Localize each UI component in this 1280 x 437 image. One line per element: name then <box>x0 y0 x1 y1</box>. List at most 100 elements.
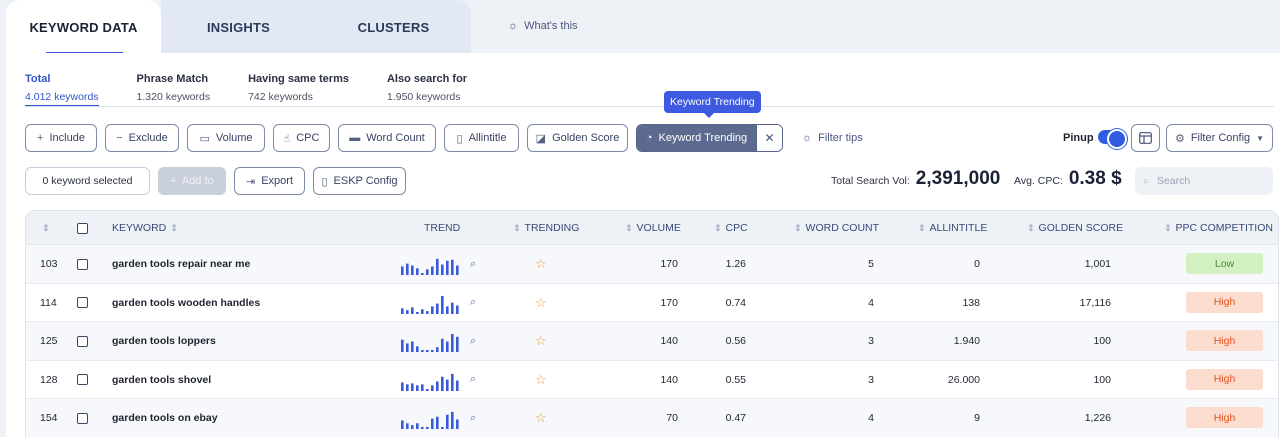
trend-bar <box>411 306 414 314</box>
row-cpc: 1.26 <box>725 258 746 270</box>
table-row[interactable]: 114 garden tools wooden handles ⌕ ☆ 170 0.74 4… <box>26 284 1278 322</box>
close-icon[interactable]: ✕ <box>756 125 782 151</box>
trend-bar <box>401 339 404 352</box>
trend-bar <box>406 423 409 429</box>
sort-icon: ⇕ <box>1164 222 1172 233</box>
row-golden-score: 100 <box>1093 335 1111 347</box>
trend-bar <box>441 338 444 352</box>
column-golden-score-label: GOLDEN SCORE <box>1038 222 1124 234</box>
magnify-icon[interactable]: ⌕ <box>470 296 477 308</box>
table-row[interactable]: 125 garden tools loppers ⌕ ☆ 140 0.56 3 1.940 10… <box>26 322 1278 361</box>
include-button[interactable]: + Include <box>25 124 97 152</box>
search-input[interactable]: ⌕ Search <box>1135 167 1273 195</box>
plus-icon: + <box>37 132 44 144</box>
sort-icon[interactable]: ⇕ <box>42 222 50 233</box>
star-icon[interactable]: ☆ <box>535 294 547 310</box>
tab-insights[interactable]: INSIGHTS <box>161 0 316 54</box>
row-checkbox[interactable] <box>77 245 88 283</box>
column-golden-score[interactable]: ⇕ GOLDEN SCORE <box>1027 211 1123 245</box>
row-checkbox[interactable] <box>77 322 88 360</box>
allintitle-button[interactable]: ▯ Allintitle <box>444 124 519 152</box>
pinup-toggle[interactable] <box>1098 129 1127 149</box>
subtab-phrase-match[interactable]: Phrase Match 1.320 keywords <box>137 73 211 107</box>
trend-bar <box>441 376 444 391</box>
subtab-title: Total <box>25 73 51 85</box>
row-keyword[interactable]: garden tools repair near me <box>112 258 251 270</box>
table-header: ⇕ KEYWORD ⇕ TREND ⇕ TRENDING ⇕ VOLUME ⇕ … <box>26 211 1278 245</box>
trend-bar <box>441 427 444 429</box>
trend-bar <box>451 333 454 352</box>
trend-bar <box>411 341 414 352</box>
hand-icon: ☝ <box>283 132 291 145</box>
subtab-count: 742 keywords <box>248 91 313 103</box>
star-icon[interactable]: ☆ <box>535 256 547 271</box>
row-checkbox[interactable] <box>77 361 88 399</box>
cpc-button[interactable]: ☝ CPC <box>273 124 330 152</box>
subtab-title: Phrase Match <box>136 73 209 85</box>
filter-config-button[interactable]: ⚙ Filter Config ▼ <box>1166 124 1273 152</box>
whats-this-link[interactable]: ☼ What's this <box>508 20 578 32</box>
trend-bar <box>406 309 409 314</box>
trend-bar <box>436 258 439 275</box>
subtab-total[interactable]: Total 4.012 keywords <box>25 73 99 107</box>
row-keyword[interactable]: garden tools loppers <box>112 335 216 347</box>
row-checkbox[interactable] <box>77 399 88 437</box>
star-icon[interactable]: ☆ <box>535 371 547 387</box>
column-allintitle[interactable]: ⇕ ALLINTITLE <box>918 211 987 245</box>
column-cpc[interactable]: ⇕ CPC <box>714 211 748 245</box>
keyword-trending-button[interactable]: ◔ Keyword Trending <box>637 125 756 151</box>
tab-clusters[interactable]: CLUSTERS <box>316 0 471 54</box>
filter-tips-link[interactable]: ☼ Filter tips <box>802 132 863 144</box>
row-cpc: 0.55 <box>725 373 746 386</box>
column-trend: TREND <box>424 211 460 245</box>
minus-icon: − <box>116 132 123 144</box>
magnify-icon[interactable]: ⌕ <box>470 257 477 270</box>
column-keyword[interactable]: KEYWORD ⇕ <box>112 211 178 245</box>
trend-bar <box>416 346 419 352</box>
add-to-button[interactable]: + Add to <box>158 167 226 195</box>
export-button[interactable]: ⇥ Export <box>234 167 305 195</box>
row-golden-score: 17,116 <box>1079 296 1111 309</box>
column-volume[interactable]: ⇕ VOLUME <box>625 211 681 245</box>
word-count-button[interactable]: ▬ Word Count <box>338 124 436 152</box>
row-checkbox[interactable] <box>77 284 88 322</box>
star-icon[interactable]: ☆ <box>535 333 547 348</box>
trend-bar <box>401 381 404 391</box>
tab-keyword-data[interactable]: KEYWORD DATA <box>6 0 161 54</box>
golden-score-button[interactable]: ◪ Golden Score <box>527 124 628 152</box>
table-row[interactable]: 154 garden tools on ebay ⌕ ☆ 70 0.47 4 9 1,226 Hi… <box>26 399 1278 437</box>
cpc-label: CPC <box>296 132 320 144</box>
trend-bar <box>451 373 454 391</box>
exclude-button[interactable]: − Exclude <box>105 124 179 152</box>
trend-sparkline <box>401 373 459 391</box>
subtab-having-same-terms[interactable]: Having same terms 742 keywords <box>248 73 349 107</box>
total-search-volume: Total Search Vol: 2,391,000 <box>831 168 1000 190</box>
row-cpc: 0.56 <box>725 335 746 347</box>
layout-button[interactable] <box>1131 124 1160 152</box>
column-trending[interactable]: ⇕ TRENDING <box>513 211 579 245</box>
magnify-icon[interactable]: ⌕ <box>470 373 477 385</box>
select-all-checkbox[interactable] <box>77 211 88 245</box>
magnify-icon[interactable]: ⌕ <box>470 411 477 424</box>
column-keyword-label: KEYWORD <box>112 222 167 234</box>
trend-bar <box>431 305 434 314</box>
column-ppc-competition[interactable]: ⇕ PPC COMPETITION <box>1164 211 1273 245</box>
row-keyword[interactable]: garden tools wooden handles <box>112 296 261 309</box>
sort-icon: ⇕ <box>918 222 926 233</box>
table-row[interactable]: 128 garden tools shovel ⌕ ☆ 140 0.55 3 26.000 10… <box>26 361 1278 399</box>
star-icon[interactable]: ☆ <box>535 410 547 425</box>
exclude-label: Exclude <box>128 132 168 144</box>
subtabs: Total 4.012 keywords Phrase Match 1.320 … <box>25 73 505 107</box>
row-word-count: 3 <box>868 373 874 386</box>
column-word-count[interactable]: ⇕ WORD COUNT <box>794 211 879 245</box>
row-keyword[interactable]: garden tools on ebay <box>112 412 218 424</box>
table-row[interactable]: 103 garden tools repair near me ⌕ ☆ 170 1.26 5… <box>26 245 1278 284</box>
row-volume: 170 <box>660 296 678 309</box>
subtab-also-search-for[interactable]: Also search for 1.950 keywords <box>387 73 467 107</box>
eskp-config-button[interactable]: ▯ ESKP Config <box>313 167 406 195</box>
row-keyword[interactable]: garden tools shovel <box>112 373 212 386</box>
sort-icon: ⇕ <box>1027 222 1035 233</box>
magnify-icon[interactable]: ⌕ <box>470 334 477 347</box>
volume-button[interactable]: ▭ Volume <box>187 124 265 152</box>
word-count-icon: ▬ <box>349 132 361 144</box>
